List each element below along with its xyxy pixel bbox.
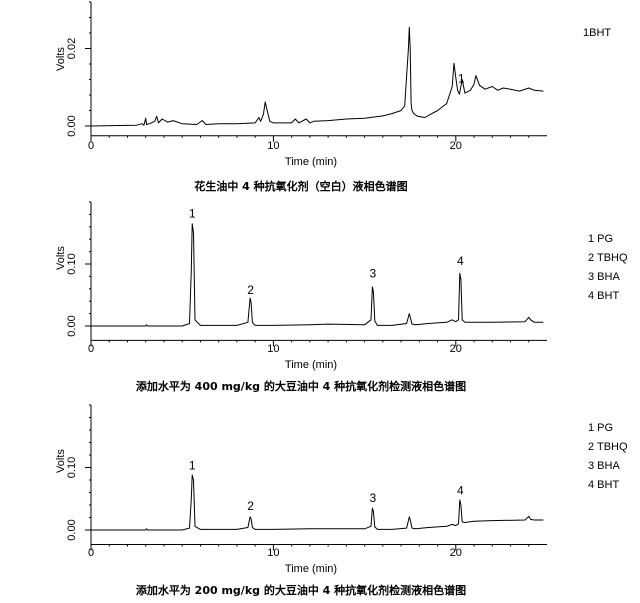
peak-label: 1 — [189, 207, 196, 221]
x-tick-label: 10 — [267, 343, 279, 355]
y-tick-label: 0.00 — [66, 115, 78, 136]
legend-entry: 1BHT — [583, 27, 611, 39]
legend-entry: 4 BHT — [588, 290, 619, 302]
x-tick-label: 20 — [450, 343, 462, 355]
x-axis-title: Time (min) — [285, 563, 337, 575]
chromatogram-trace-1 — [90, 26, 544, 127]
y-tick-label: 0.00 — [66, 315, 78, 336]
y-axis-title: Volts — [55, 47, 67, 71]
y-tick-label: 0.10 — [66, 253, 78, 274]
peak-label: 2 — [247, 283, 254, 297]
x-axis-title: Time (min) — [285, 156, 337, 168]
chromatogram-panel-3: 0.00 0.10 0 10 20 Time (min) Volts 1 2 3 4 1 PG 2 TB… — [55, 404, 628, 597]
x-tick-label: 10 — [267, 547, 279, 559]
y-tick-label: 0.02 — [66, 38, 78, 59]
y-axis-title: Volts — [55, 449, 67, 473]
peak-label: 4 — [457, 483, 464, 497]
legend-entry: 4 BHT — [588, 479, 619, 491]
legend-entry: 2 TBHQ — [588, 441, 628, 453]
peak-label: 2 — [247, 499, 254, 513]
legend-entry: 3 BHA — [588, 460, 620, 472]
x-tick-label: 0 — [88, 547, 94, 559]
y-tick-label: 0.10 — [66, 457, 78, 478]
legend-entry: 1 PG — [588, 233, 613, 245]
figure-caption: 添加水平为 400 mg/kg 的大豆油中 4 种抗氧化剂检测液相色谱图 — [136, 379, 466, 393]
x-tick-label: 20 — [450, 140, 462, 152]
x-tick-label: 10 — [267, 140, 279, 152]
x-axis-title: Time (min) — [285, 359, 337, 371]
legend-entry: 2 TBHQ — [588, 252, 628, 264]
peak-label: 1 — [189, 458, 196, 472]
x-tick-label: 20 — [450, 547, 462, 559]
chromatogram-panel-2: 0.00 0.10 0 10 20 Time (min) Volts 1 2 3 4 1 PG 2 TB… — [55, 201, 628, 393]
chromatogram-panel-1: 0.00 0.02 0 10 20 Time (min) Volts 1 1BHT 花生油中 4 … — [55, 1, 611, 193]
x-tick-label: 0 — [88, 140, 94, 152]
peak-label: 4 — [457, 254, 464, 268]
chromatogram-trace-1 — [91, 474, 544, 531]
peak-label: 3 — [369, 267, 376, 281]
peak-label: 1 — [458, 72, 465, 86]
y-axis-title: Volts — [55, 246, 67, 270]
figure-caption: 添加水平为 200 mg/kg 的大豆油中 4 种抗氧化剂检测液相色谱图 — [136, 583, 466, 597]
legend-entry: 1 PG — [588, 422, 613, 434]
y-tick-label: 0.00 — [66, 519, 78, 540]
chromatogram-trace-1 — [91, 223, 544, 327]
figure-caption: 花生油中 4 种抗氧化剂（空白）液相色谱图 — [194, 179, 407, 193]
x-tick-label: 0 — [88, 343, 94, 355]
peak-label: 3 — [369, 491, 376, 505]
legend-entry: 3 BHA — [588, 271, 620, 283]
